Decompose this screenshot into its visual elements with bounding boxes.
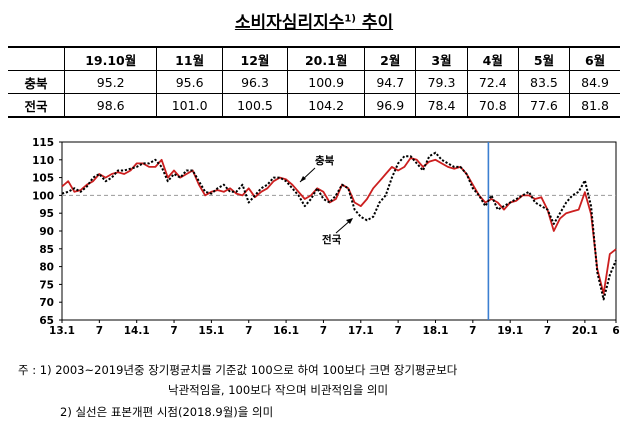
x-tick-label: 7	[320, 325, 327, 337]
table-col-header: 4월	[466, 46, 519, 71]
y-tick-label: 65	[39, 315, 54, 327]
table-cell: 101.0	[156, 93, 223, 118]
table-cell: 83.5	[517, 70, 570, 94]
row-label: 충북	[8, 70, 65, 94]
table-cell: 96.3	[221, 70, 288, 94]
y-tick-label: 90	[39, 226, 54, 238]
table-cell: 78.4	[415, 93, 468, 118]
table-col-header: 19.10월	[63, 46, 157, 71]
y-tick-label: 70	[39, 297, 54, 309]
x-tick-label: 7	[394, 325, 401, 337]
x-tick-label: 6	[612, 325, 619, 337]
x-tick-label: 14.1	[124, 325, 150, 337]
title-tail: 추이	[355, 13, 394, 33]
table-cell: 98.6	[63, 93, 157, 118]
table-col-header: 11월	[156, 46, 223, 71]
x-tick-label: 20.1	[572, 325, 598, 337]
table-col-header: 20.1월	[287, 46, 365, 71]
table-cell: 79.3	[415, 70, 468, 94]
table-col-header: 2월	[364, 46, 416, 71]
annotation-national: 전국	[322, 233, 342, 246]
y-tick-label: 115	[32, 137, 54, 149]
table-cell: 95.6	[156, 70, 223, 94]
y-tick-label: 100	[32, 190, 54, 202]
x-tick-label: 15.1	[198, 325, 224, 337]
table-cell: 100.5	[221, 93, 288, 118]
table-corner	[8, 46, 65, 71]
x-tick-label: 13.1	[49, 325, 75, 337]
table-cell: 70.8	[466, 93, 519, 118]
x-tick-label: 17.1	[348, 325, 374, 337]
x-tick-label: 7	[245, 325, 252, 337]
x-tick-label: 7	[544, 325, 551, 337]
table-cell: 72.4	[466, 70, 519, 94]
line-chart: 65 70 75 80 85 90 95 100 105 110 115 13.1 7 14.1 7 15.1…	[32, 137, 620, 337]
table-cell: 95.2	[63, 70, 157, 94]
table-col-header: 12월	[221, 46, 288, 71]
table-row: 전국 98.6 101.0 100.5 104.2 96.9 78.4 70.8…	[8, 93, 620, 118]
table-col-header: 5월	[517, 46, 570, 71]
x-tick-label: 7	[170, 325, 177, 337]
row-label: 전국	[8, 93, 65, 118]
x-tick-label: 7	[96, 325, 103, 337]
table-cell: 100.9	[287, 70, 365, 94]
annotation-arrowhead-chungbuk	[300, 176, 306, 182]
table-row: 충북 95.2 95.6 96.3 100.9 94.7 79.3 72.4 8…	[8, 70, 620, 94]
y-tick-label: 85	[39, 244, 54, 256]
y-tick-label: 110	[32, 155, 54, 167]
x-tick-label: 18.1	[423, 325, 449, 337]
annotation-arrowhead-national	[346, 218, 353, 224]
y-tick-label: 105	[32, 173, 54, 185]
annotation-chungbuk: 충북	[315, 154, 335, 167]
footnote-2: 2) 실선은 표본개편 시점(2018.9월)을 의미	[60, 405, 274, 419]
series-line-national	[61, 151, 617, 301]
x-tick-label: 7	[469, 325, 476, 337]
y-tick-label: 80	[39, 262, 54, 274]
title-main: 소비자심리지수	[234, 13, 345, 33]
table-cell: 81.8	[569, 93, 620, 118]
table-cell: 94.7	[364, 70, 416, 94]
table-cell: 84.9	[569, 70, 620, 94]
table-cell: 96.9	[364, 93, 416, 118]
footnote-1-continued: 낙관적임을, 100보다 작으며 비관적임을 의미	[168, 383, 389, 397]
table-cell: 104.2	[287, 93, 365, 118]
stats-table: 19.10월 11월 12월 20.1월 2월 3월 4월 5월 6월 충북 9…	[8, 46, 620, 118]
page-title: 소비자심리지수1) 추이	[0, 8, 628, 33]
y-tick-label: 95	[39, 208, 54, 220]
y-tick-label: 75	[39, 279, 54, 291]
x-tick-label: 16.1	[273, 325, 299, 337]
footnote-1: 주 : 1) 2003~2019년중 장기평균치를 기준값 100으로 하여 1…	[18, 363, 458, 377]
table-header-row: 19.10월 11월 12월 20.1월 2월 3월 4월 5월 6월	[8, 46, 620, 71]
x-tick-label: 19.1	[497, 325, 523, 337]
title-footnote-mark: 1)	[344, 13, 356, 25]
table-cell: 77.6	[517, 93, 570, 118]
table-col-header: 6월	[569, 46, 620, 71]
series-line-chungbuk	[61, 157, 617, 295]
table-col-header: 3월	[415, 46, 468, 71]
